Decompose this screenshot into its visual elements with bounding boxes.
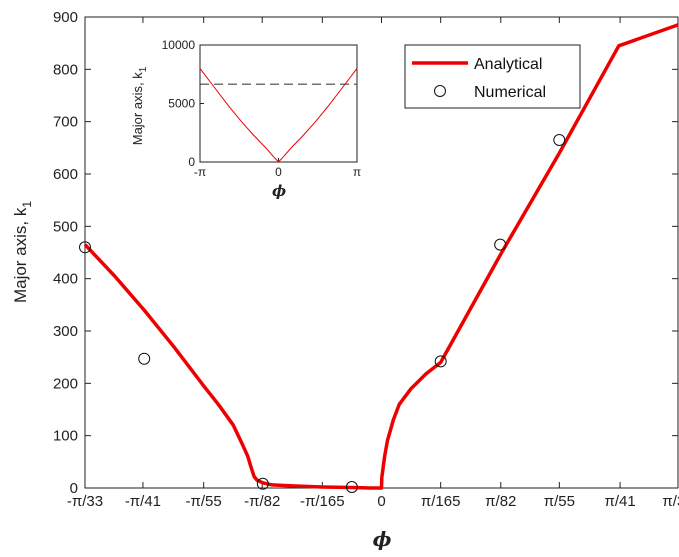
legend-numerical-swatch: [434, 85, 446, 97]
y-tick-label: 100: [53, 428, 78, 445]
y-tick-label: 0: [70, 480, 78, 497]
y-tick-label: 500: [53, 218, 78, 235]
main-series-layer: [79, 23, 679, 493]
y-tick-label: 300: [53, 323, 78, 340]
inset-x-tick-label: 0: [275, 165, 282, 179]
inset-series-layer: [199, 68, 358, 163]
x-tick-label: -π/41: [125, 493, 161, 510]
inset-x-ticks: -π 0 π: [194, 158, 361, 179]
main-x-axis-label: ϕ: [373, 527, 392, 551]
x-tick-label: π/41: [604, 493, 635, 510]
analytical-line: [83, 23, 679, 490]
x-tick-label: π/165: [421, 493, 461, 510]
x-tick-label: -π/165: [300, 493, 345, 510]
inset-analytical-line: [199, 68, 358, 163]
inset-y-tick-label: 10000: [162, 38, 196, 52]
inset-x-tick-label: -π: [194, 165, 206, 179]
y-tick-label: 800: [53, 61, 78, 78]
main-x-ticks: -π/33 -π/41 -π/55 -π/82 -π/165 0 π/165 π/82 π/55…: [67, 17, 679, 510]
inset-x-axis-label: ϕ: [272, 182, 286, 200]
y-tick-label: 700: [53, 114, 78, 131]
inset-x-tick-label: π: [353, 165, 361, 179]
y-tick-label: 900: [53, 9, 78, 26]
numerical-point: [553, 134, 566, 146]
inset-y-tick-label: 0: [188, 155, 195, 169]
x-tick-label: -π/33: [67, 493, 103, 510]
inset-y-ticks: 0 5000 10000: [162, 38, 204, 169]
inset-plot-frame: [199, 44, 358, 163]
y-tick-label: 400: [53, 271, 78, 288]
main-y-axis-label: Major axis, k1: [11, 201, 34, 303]
numerical-point: [434, 355, 447, 368]
legend: Analytical Numerical: [404, 44, 581, 109]
y-tick-label: 600: [53, 166, 78, 183]
inset-y-tick-label: 5000: [168, 97, 195, 111]
x-tick-label: -π/55: [186, 493, 222, 510]
x-tick-label: -π/82: [244, 493, 280, 510]
numerical-point: [79, 241, 91, 254]
x-tick-label: π/55: [544, 493, 575, 510]
legend-numerical-label: Numerical: [474, 84, 546, 101]
numerical-point: [345, 481, 358, 493]
legend-analytical-label: Analytical: [474, 56, 542, 73]
x-tick-label: π/82: [485, 493, 516, 510]
main-y-ticks: 0 100 200 300 400 500 600 700 800 900: [53, 9, 678, 497]
numerical-point: [494, 238, 507, 251]
y-tick-label: 200: [53, 375, 78, 392]
x-tick-label: π/33: [662, 493, 679, 510]
x-tick-label: 0: [377, 493, 385, 510]
main-plot-frame: [84, 16, 679, 489]
numerical-point: [138, 352, 151, 365]
numerical-point: [256, 477, 269, 490]
inset-y-axis-label: Major axis, k1: [130, 66, 149, 145]
legend-box: [404, 44, 581, 109]
